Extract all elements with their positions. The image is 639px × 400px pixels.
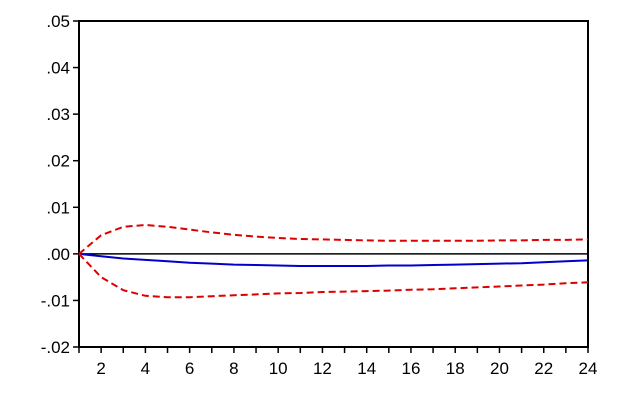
y-axis: -.02 -.01 .00 .01 .02 .03 .04 .05	[41, 12, 79, 357]
x-tick-label: 2	[96, 359, 105, 378]
plot-frame	[78, 20, 589, 348]
x-tick-label: 24	[579, 359, 598, 378]
x-tick-label: 4	[141, 359, 150, 378]
series-layer	[78, 223, 589, 299]
x-tick-label: 16	[401, 359, 420, 378]
x-tick-label: 8	[229, 359, 238, 378]
x-tick-label: 18	[446, 359, 465, 378]
x-tick-label: 14	[357, 359, 376, 378]
confidence-band-line	[78, 223, 589, 255]
y-tick-label: .01	[46, 198, 70, 217]
x-axis: 2 4 6 8 10 12 14 16 18 20 22 24	[78, 347, 598, 378]
y-tick-label: .02	[46, 152, 70, 171]
y-tick-label: .05	[46, 12, 70, 31]
confidence-band-line	[78, 253, 589, 299]
x-tick-label: 20	[490, 359, 509, 378]
response-line	[78, 252, 589, 267]
y-tick-label: .03	[46, 105, 70, 124]
x-tick-label: 12	[313, 359, 332, 378]
x-tick-label: 22	[534, 359, 553, 378]
y-tick-label: .04	[46, 59, 70, 78]
y-tick-label: -.02	[41, 338, 70, 357]
x-tick-label: 6	[185, 359, 194, 378]
y-tick-label: .00	[46, 245, 70, 264]
x-tick-label: 10	[269, 359, 288, 378]
y-tick-label: -.01	[41, 291, 70, 310]
